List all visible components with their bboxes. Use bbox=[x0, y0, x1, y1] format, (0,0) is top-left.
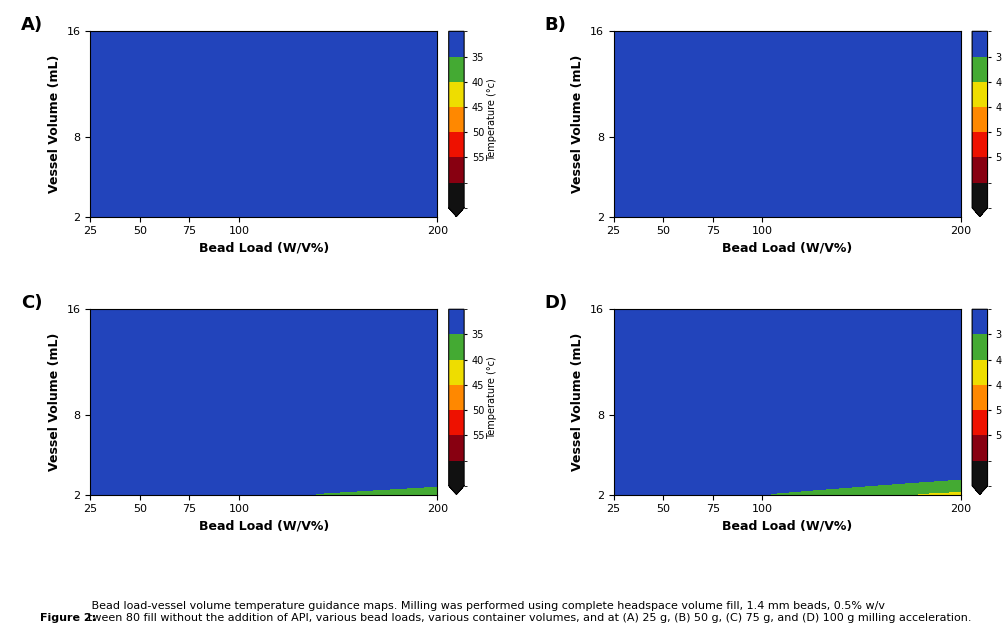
Text: C): C) bbox=[21, 294, 42, 312]
Y-axis label: Temperature (°c): Temperature (°c) bbox=[487, 356, 497, 439]
PathPatch shape bbox=[448, 486, 464, 495]
X-axis label: Bead Load (W/V%): Bead Load (W/V%) bbox=[198, 520, 329, 533]
Text: B): B) bbox=[544, 16, 565, 34]
Text: Figure 2:: Figure 2: bbox=[40, 613, 96, 623]
X-axis label: Bead Load (W/V%): Bead Load (W/V%) bbox=[721, 242, 852, 255]
Text: A): A) bbox=[21, 16, 43, 34]
PathPatch shape bbox=[971, 486, 987, 495]
X-axis label: Bead Load (W/V%): Bead Load (W/V%) bbox=[198, 242, 329, 255]
X-axis label: Bead Load (W/V%): Bead Load (W/V%) bbox=[721, 520, 852, 533]
Y-axis label: Vessel Volume (mL): Vessel Volume (mL) bbox=[571, 54, 584, 193]
PathPatch shape bbox=[971, 208, 987, 217]
Y-axis label: Vessel Volume (mL): Vessel Volume (mL) bbox=[48, 332, 61, 471]
Y-axis label: Temperature (°c): Temperature (°c) bbox=[487, 78, 497, 161]
Y-axis label: Vessel Volume (mL): Vessel Volume (mL) bbox=[48, 54, 61, 193]
Y-axis label: Vessel Volume (mL): Vessel Volume (mL) bbox=[571, 332, 584, 471]
Text: D): D) bbox=[544, 294, 567, 312]
Text: Bead load-vessel volume temperature guidance maps. Milling was performed using c: Bead load-vessel volume temperature guid… bbox=[88, 601, 971, 623]
PathPatch shape bbox=[448, 208, 464, 217]
